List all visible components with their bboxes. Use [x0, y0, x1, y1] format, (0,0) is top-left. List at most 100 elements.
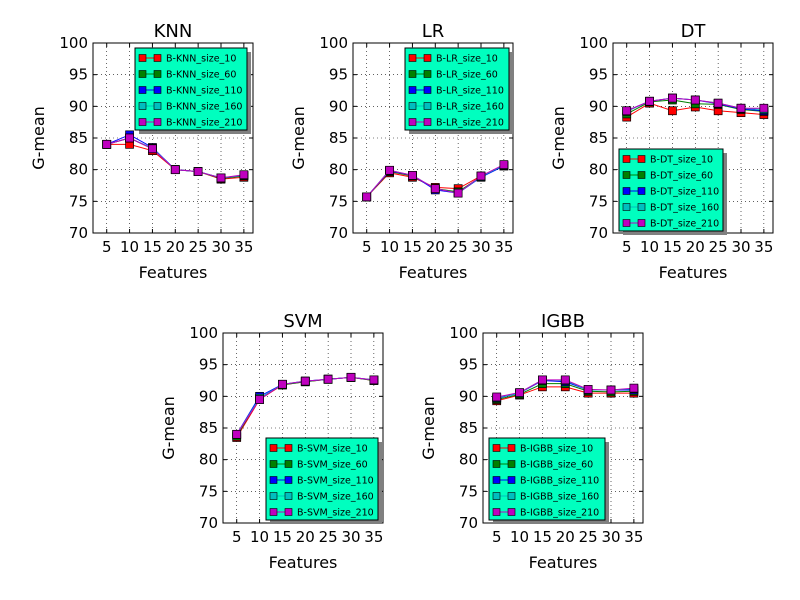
legend-marker [492, 508, 501, 516]
subplot-igbb: 5 10 15 20 25 30 35 70 75 80 85 90 95 100 IGBB Features… [419, 311, 644, 572]
y-tick-label: 95 [329, 66, 348, 84]
legend-marker [284, 492, 293, 500]
legend-marker [507, 476, 516, 484]
y-tick-label: 90 [69, 97, 88, 115]
data-point-B-LR_size_210-25 [453, 188, 463, 198]
legend-marker [138, 102, 147, 110]
y-tick-label: 100 [319, 34, 348, 52]
data-point-B-SVM_size_210-20 [300, 376, 310, 386]
legend-marker [492, 492, 501, 500]
legend-label: B-KNN_size_160 [166, 102, 242, 113]
legend-marker [153, 102, 162, 110]
legend-marker [637, 187, 646, 195]
data-point-B-DT_size_210-20 [690, 95, 700, 105]
data-point-B-LR_size_210-20 [430, 184, 440, 194]
x-tick-label: 20 [166, 238, 185, 256]
chart-title: KNN [154, 21, 193, 42]
legend-label: B-DT_size_10 [650, 155, 713, 166]
x-tick-label: 30 [601, 528, 620, 546]
data-point-B-SVM_size_210-25 [323, 374, 333, 384]
legend-marker [269, 444, 278, 452]
data-point-B-IGBB_size_210-20 [560, 375, 570, 385]
legend-label: B-DT_size_60 [650, 171, 713, 182]
legend: B-DT_size_10 B-DT_size_60 B-DT_size_110 B-D… [618, 148, 727, 235]
x-tick-label: 20 [686, 238, 705, 256]
legend-marker [408, 102, 417, 110]
legend: B-SVM_size_10 B-SVM_size_60 B-SVM_size_110… [265, 437, 382, 524]
legend-label: B-SVM_size_10 [297, 444, 368, 455]
y-tick-label: 90 [459, 387, 478, 405]
y-tick-label: 95 [459, 356, 478, 374]
x-tick-label: 5 [492, 528, 502, 546]
y-tick-label: 70 [199, 514, 218, 532]
data-point-B-SVM_size_210-10 [255, 395, 264, 404]
legend-marker [423, 118, 432, 126]
data-point-B-KNN_size_210-10 [125, 133, 134, 143]
y-tick-label: 90 [589, 97, 608, 115]
x-tick-label: 30 [731, 238, 750, 256]
y-axis-label: G-mean [549, 106, 568, 170]
y-tick-label: 95 [589, 66, 608, 84]
x-tick-label: 25 [709, 238, 728, 256]
legend-label: B-IGBB_size_210 [520, 508, 599, 519]
legend-marker [153, 70, 162, 78]
x-tick-label: 25 [579, 528, 598, 546]
data-point-B-SVM_size_210-30 [346, 372, 356, 382]
x-tick-label: 5 [232, 528, 242, 546]
data-point-B-DT_size_210-35 [759, 103, 769, 113]
x-tick-label: 30 [341, 528, 360, 546]
legend-label: B-KNN_size_60 [166, 70, 236, 81]
data-point-B-IGBB_size_210-30 [606, 385, 616, 395]
legend-label: B-LR_size_210 [436, 118, 504, 129]
x-tick-label: 5 [362, 238, 372, 256]
legend-marker [492, 476, 501, 484]
legend-marker [408, 118, 417, 126]
legend-marker [423, 86, 432, 94]
data-point-B-LR_size_210-10 [385, 165, 394, 175]
legend-marker [284, 476, 293, 484]
y-tick-label: 80 [329, 161, 348, 179]
data-point-B-IGBB_size_210-10 [515, 388, 524, 397]
legend-label: B-KNN_size_210 [166, 118, 242, 129]
y-axis-label: G-mean [419, 396, 438, 460]
x-tick-label: 10 [510, 528, 529, 546]
legend-marker [423, 70, 432, 78]
legend-marker [138, 70, 147, 78]
legend-label: B-DT_size_160 [650, 203, 719, 214]
x-tick-label: 35 [494, 238, 513, 256]
legend: B-IGBB_size_10 B-IGBB_size_60 B-IGBB_size_… [488, 437, 609, 524]
data-point-B-KNN_size_210-5 [102, 139, 112, 149]
legend-marker [622, 219, 631, 227]
y-tick-label: 85 [329, 129, 348, 147]
x-tick-label: 5 [102, 238, 112, 256]
y-tick-label: 90 [329, 97, 348, 115]
legend-marker [284, 444, 293, 452]
legend: B-LR_size_10 B-LR_size_60 B-LR_size_110 B-L… [404, 47, 513, 134]
x-axis-label: Features [529, 553, 598, 572]
legend-marker [507, 444, 516, 452]
legend-label: B-DT_size_110 [650, 187, 719, 198]
data-point-B-DT_size_210-25 [713, 98, 723, 108]
y-tick-label: 75 [329, 192, 348, 210]
legend-marker [637, 171, 646, 179]
y-tick-label: 80 [69, 161, 88, 179]
x-tick-label: 10 [380, 238, 399, 256]
legend-box [404, 47, 510, 131]
y-tick-label: 70 [329, 224, 348, 242]
legend-label: B-LR_size_10 [436, 54, 498, 65]
legend-label: B-KNN_size_110 [166, 86, 242, 97]
data-point-B-SVM_size_210-35 [369, 375, 379, 385]
data-point-B-KNN_size_210-25 [193, 167, 203, 176]
data-point-B-IGBB_size_210-25 [583, 385, 593, 394]
data-point-B-LR_size_210-15 [408, 171, 417, 180]
x-axis-label: Features [659, 263, 728, 282]
y-axis-label: G-mean [159, 396, 178, 460]
data-point-B-DT_size_210-15 [668, 93, 677, 103]
x-tick-label: 5 [622, 238, 632, 256]
data-point-B-KNN_size_210-15 [148, 144, 157, 154]
subplot-dt: 5 10 15 20 25 30 35 70 75 80 85 90 95 100 DT Features G-… [549, 21, 774, 282]
y-tick-label: 95 [69, 66, 88, 84]
y-tick-label: 80 [199, 451, 218, 469]
data-point-B-SVM_size_210-15 [278, 379, 287, 389]
legend-marker [284, 508, 293, 516]
